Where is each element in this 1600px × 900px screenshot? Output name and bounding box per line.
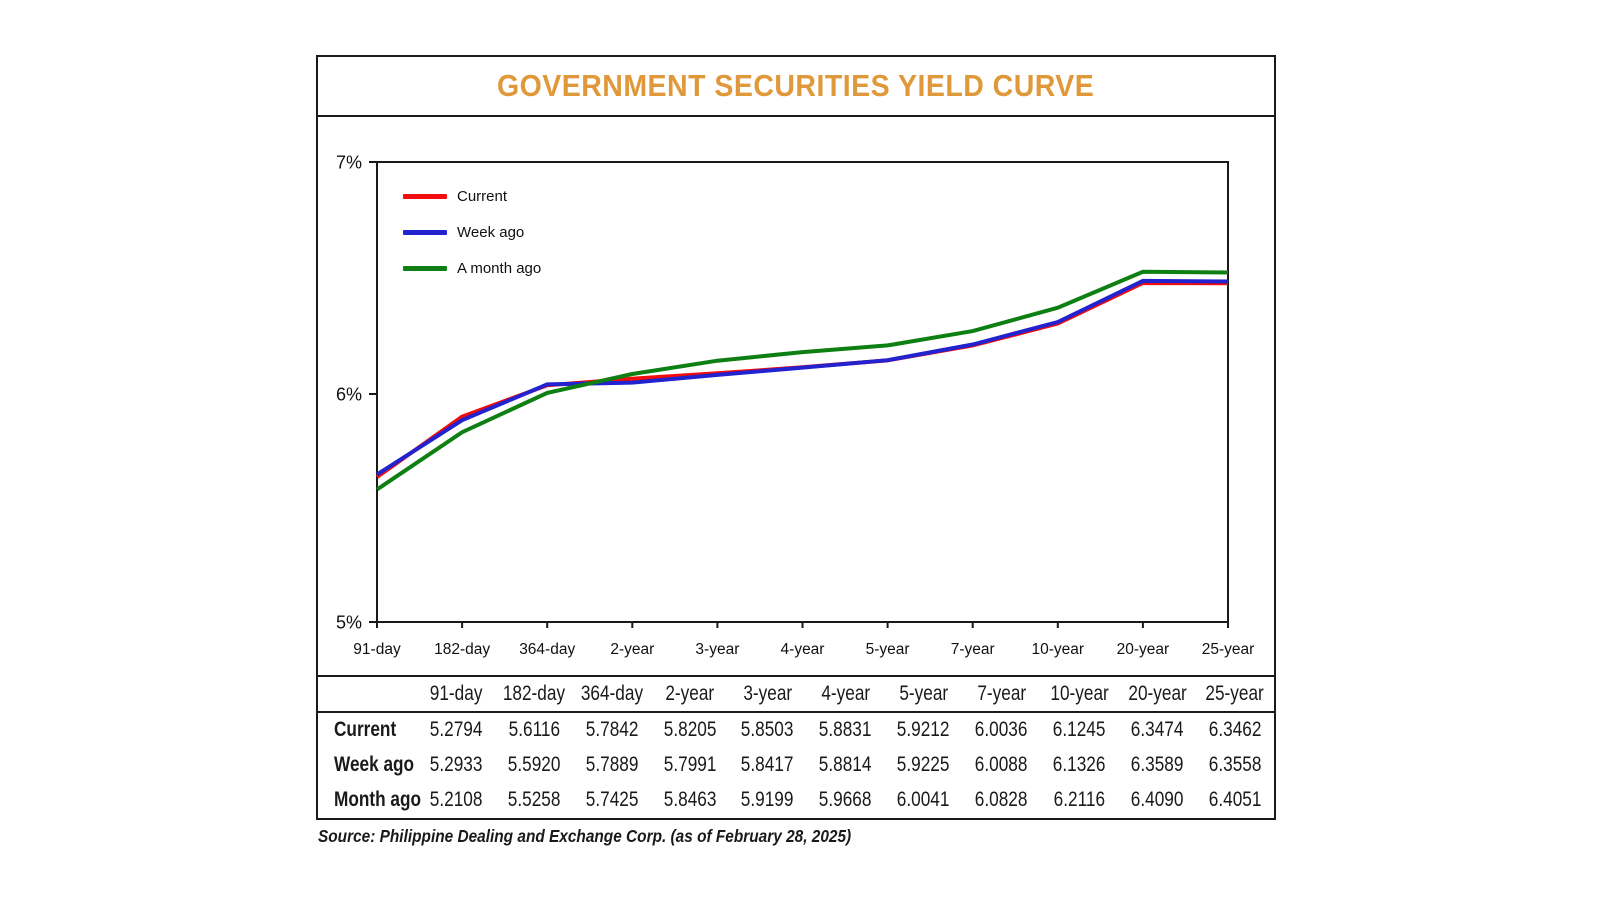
table-cell: 5.7991 [663, 753, 717, 777]
table-cell: 5.2108 [429, 788, 483, 812]
table-cell: 5.9212 [897, 718, 950, 742]
table-cell: 5.2933 [429, 753, 483, 777]
table-cell: 6.0088 [974, 753, 1028, 777]
table-cell: 5.7842 [585, 718, 639, 742]
table-cell: 5-year [898, 682, 948, 705]
table-cell: 7-year [976, 682, 1026, 705]
x-tick-label: 20-year [1117, 641, 1170, 658]
series-line-current [375, 280, 1229, 479]
table-cell: 6.0828 [974, 788, 1028, 812]
table-cell: 5.5920 [507, 753, 561, 777]
table-cell: 6.2116 [1053, 788, 1105, 812]
series-line-week-ago [375, 278, 1229, 477]
legend-item: Current [403, 185, 541, 207]
table-cell: 5.8463 [663, 788, 717, 812]
table-cell: 6.3558 [1208, 753, 1262, 777]
y-tick-label: 7% [336, 153, 362, 173]
title-bar: GOVERNMENT SECURITIES YIELD CURVE [318, 57, 1274, 117]
legend-swatch [403, 193, 447, 199]
chart-legend: Current Week ago A month ago [403, 185, 541, 279]
table-row: Current 5.2794 5.6116 5.7842 5.8205 5.8503 5.8… [318, 713, 1274, 748]
table-cell: 6.0041 [897, 788, 950, 812]
legend-label: Week ago [457, 223, 525, 241]
legend-item: Week ago [403, 221, 541, 243]
x-tick-label: 7-year [951, 641, 995, 658]
table-body: Current 5.2794 5.6116 5.7842 5.8205 5.8503 5.8… [318, 713, 1274, 818]
table-cell: 6.3462 [1208, 718, 1262, 742]
table-cell: 182-day [502, 682, 565, 705]
table-cell: 10-year [1050, 682, 1109, 705]
page-title: GOVERNMENT SECURITIES YIELD CURVE [497, 68, 1095, 103]
yield-curve-chart: 7% 6% 5% 91-day 182-day 364-day 2-year 3-year 4-… [318, 117, 1274, 675]
table-cell: 5.7425 [585, 788, 639, 812]
table-cell: 25-year [1205, 682, 1265, 705]
table-row: Week ago 5.2933 5.5920 5.7889 5.7991 5.8417 5.… [318, 748, 1274, 783]
table-cell: 6.3589 [1130, 753, 1184, 777]
table-cell: 20-year [1127, 682, 1187, 705]
legend-label: Current [457, 187, 508, 205]
table-cell: 5.5258 [507, 788, 561, 812]
table-cell: 5.8205 [663, 718, 717, 742]
table-cell: 6.1326 [1052, 753, 1106, 777]
x-tick-label: 5-year [866, 641, 910, 658]
table-header-row: 91-day 182-day 364-day 2-year 3-year 4-year 5-… [318, 677, 1274, 713]
table-cell: 5.7889 [585, 753, 639, 777]
table-cell: 5.8417 [741, 753, 794, 777]
x-tick-label: 3-year [695, 641, 739, 658]
table-cell: 5.2794 [429, 718, 483, 742]
table-cell: 91-day [429, 682, 483, 705]
source-text: Source: Philippine Dealing and Exchange … [318, 826, 852, 846]
x-tick-label: 2-year [610, 641, 654, 658]
x-tick-label: 91-day [353, 641, 401, 658]
table-row-label [318, 682, 417, 706]
table-cell: 6.4090 [1130, 788, 1184, 812]
table-cell: 5.8831 [819, 718, 872, 742]
table-cell: 6.3474 [1130, 718, 1184, 742]
table-cell: 5.6116 [508, 718, 560, 742]
table-row-label: Current [334, 718, 397, 742]
table-cell: 5.9225 [897, 753, 950, 777]
table-cell: 5.9668 [819, 788, 872, 812]
yield-curve-card: GOVERNMENT SECURITIES YIELD CURVE 7% 6% 5%… [316, 55, 1276, 820]
table-cell: 3-year [743, 682, 792, 705]
legend-label: A month ago [457, 259, 542, 277]
table-cell: 5.8503 [741, 718, 794, 742]
x-tick-label: 182-day [434, 641, 490, 658]
legend-item: A month ago [403, 257, 541, 279]
legend-swatch [403, 265, 447, 271]
y-tick-label: 6% [336, 385, 362, 405]
table-cell: 4-year [821, 682, 870, 705]
source-note: Source: Philippine Dealing and Exchange … [318, 826, 924, 847]
x-tick-label: 364-day [519, 641, 575, 658]
table-cell: 2-year [665, 682, 715, 705]
x-tick-label: 10-year [1032, 641, 1085, 658]
yield-table: 91-day 182-day 364-day 2-year 3-year 4-year 5-… [318, 675, 1274, 818]
table-cell: 5.9199 [741, 788, 794, 812]
table-row-label: Week ago [334, 753, 415, 777]
x-tick-label: 25-year [1202, 641, 1255, 658]
yield-curve-plot: 7% 6% 5% 91-day 182-day 364-day 2-year 3-year 4-… [336, 153, 1255, 659]
y-tick-label: 5% [336, 613, 362, 633]
table-row: Month ago 5.2108 5.5258 5.7425 5.8463 5.9199 5… [318, 783, 1274, 818]
legend-swatch [403, 229, 447, 235]
table-row-label: Month ago [334, 788, 422, 812]
table-cell: 6.0036 [974, 718, 1028, 742]
table-cell: 5.8814 [819, 753, 872, 777]
x-tick-label: 4-year [781, 641, 825, 658]
series-line-a-month-ago [375, 269, 1229, 492]
table-cell: 6.4051 [1208, 788, 1262, 812]
table-cell: 6.1245 [1052, 718, 1106, 742]
table-cell: 364-day [580, 682, 643, 705]
